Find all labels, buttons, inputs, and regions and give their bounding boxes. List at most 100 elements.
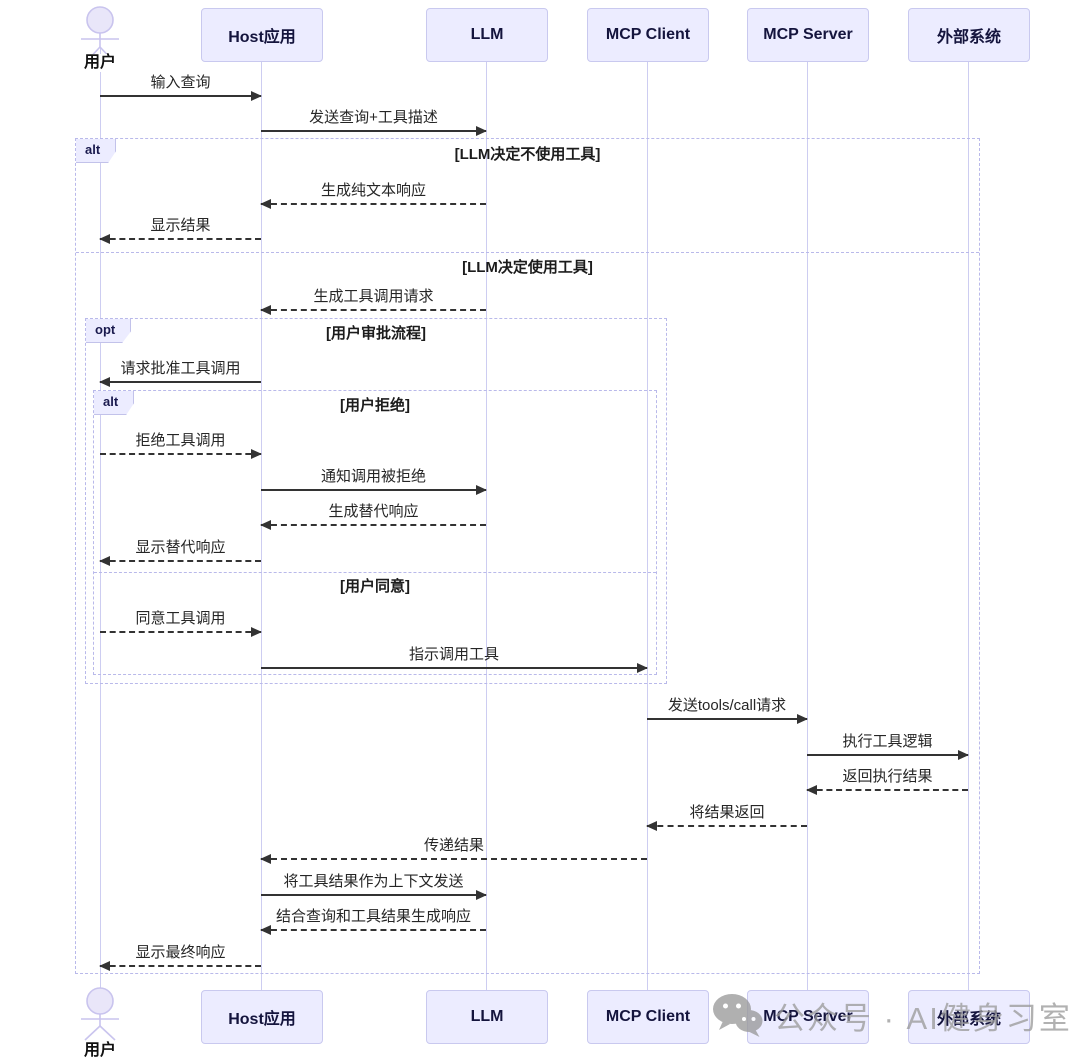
arrowhead-left-icon [260, 854, 271, 864]
message-line [261, 894, 486, 896]
message-label: 生成工具调用请求 [313, 288, 434, 305]
lifeline-external [968, 60, 969, 990]
actor-user-icon [81, 987, 119, 1041]
lifeline-mcp-server [807, 60, 808, 990]
message-plain-text-response: 生成纯文本响应 [260, 181, 486, 209]
message-reject-tool-call: 拒绝工具调用 [100, 431, 262, 459]
participant-mcp-client-bottom: MCP Client [587, 990, 709, 1044]
message-line [261, 858, 647, 860]
message-generate-final-response: 结合查询和工具结果生成响应 [260, 907, 486, 935]
message-line [100, 965, 261, 967]
message-instruct-tool-call: 指示调用工具 [261, 645, 648, 673]
participant-llm-top: LLM [426, 8, 548, 62]
message-label: 同意工具调用 [135, 610, 226, 627]
message-send-tools-call-request: 发送tools/call请求 [647, 696, 808, 724]
message-line [807, 754, 968, 756]
participant-mcp-server-top: MCP Server [747, 8, 869, 62]
message-label: 输入查询 [150, 74, 211, 91]
message-line [261, 667, 647, 669]
message-label: 生成替代响应 [328, 503, 419, 520]
watermark-text: 公众号 · AI健身习室 [774, 1000, 1072, 1036]
message-label: 发送tools/call请求 [667, 697, 787, 714]
frame-opt-condition: [用户审批流程] [326, 325, 426, 342]
arrowhead-right-icon [476, 126, 487, 136]
message-show-final-response: 显示最终响应 [99, 943, 261, 971]
message-line [100, 95, 261, 97]
frame-outer-alt-divider [76, 252, 979, 253]
frame-inner-alt: alt [用户拒绝] [用户同意] [93, 390, 657, 675]
message-return-result: 将结果返回 [646, 803, 807, 831]
arrowhead-left-icon [260, 199, 271, 209]
arrowhead-left-icon [260, 520, 271, 530]
arrowhead-left-icon [99, 377, 110, 387]
lifeline-mcp-client [647, 60, 648, 990]
message-label: 拒绝工具调用 [135, 432, 226, 449]
frame-inner-alt-keyword: alt [94, 391, 135, 415]
actor-user-label-top: 用户 [58, 54, 142, 72]
message-line [100, 560, 261, 562]
participant-external-top: 外部系统 [908, 8, 1030, 62]
frame-outer-alt-condition-1: [LLM决定不使用工具] [454, 146, 601, 163]
arrowhead-right-icon [251, 91, 262, 101]
message-generate-alternative-response: 生成替代响应 [260, 502, 486, 530]
actor-user-label-bottom: 用户 [58, 1042, 142, 1060]
message-request-approval: 请求批准工具调用 [99, 359, 261, 387]
message-line [261, 203, 486, 205]
message-return-execution-result: 返回执行结果 [806, 767, 968, 795]
frame-outer-alt-condition-2: [LLM决定使用工具] [462, 259, 593, 276]
arrowhead-left-icon [260, 305, 271, 315]
arrowhead-left-icon [260, 925, 271, 935]
arrowhead-right-icon [958, 750, 969, 760]
message-line [261, 309, 486, 311]
message-send-query-tools: 发送查询+工具描述 [261, 108, 487, 136]
participant-llm-bottom: LLM [426, 990, 548, 1044]
message-line [261, 929, 486, 931]
message-execute-tool-logic: 执行工具逻辑 [807, 732, 969, 760]
arrowhead-right-icon [476, 485, 487, 495]
participant-mcp-client-top: MCP Client [587, 8, 709, 62]
frame-opt: opt [用户审批流程] [85, 318, 667, 684]
arrowhead-right-icon [251, 449, 262, 459]
message-label: 显示替代响应 [135, 539, 226, 556]
message-line [100, 453, 261, 455]
frame-outer-alt: alt [LLM决定不使用工具] [LLM决定使用工具] [75, 138, 980, 974]
frame-outer-alt-keyword: alt [76, 139, 117, 163]
message-pass-result: 传递结果 [260, 836, 647, 864]
arrowhead-left-icon [99, 961, 110, 971]
message-generate-tool-call-request: 生成工具调用请求 [260, 287, 486, 315]
message-show-result: 显示结果 [99, 216, 261, 244]
message-send-result-as-context: 将工具结果作为上下文发送 [261, 872, 487, 900]
message-approve-tool-call: 同意工具调用 [100, 609, 262, 637]
message-line [100, 238, 261, 240]
arrowhead-left-icon [99, 556, 110, 566]
arrowhead-right-icon [797, 714, 808, 724]
message-label: 将工具结果作为上下文发送 [283, 873, 464, 890]
frame-inner-alt-divider [94, 572, 656, 573]
message-label: 显示最终响应 [135, 944, 226, 961]
participant-external-bottom: 外部系统 [908, 990, 1030, 1044]
message-line [647, 825, 807, 827]
message-label: 结合查询和工具结果生成响应 [275, 908, 471, 925]
message-line [647, 718, 807, 720]
frame-inner-alt-condition-2: [用户同意] [340, 578, 410, 595]
message-input-query: 输入查询 [100, 73, 262, 101]
arrowhead-left-icon [99, 234, 110, 244]
message-line [100, 381, 261, 383]
arrowhead-left-icon [646, 821, 657, 831]
message-line [261, 130, 486, 132]
message-line [261, 489, 486, 491]
participant-host-bottom: Host应用 [201, 990, 323, 1044]
message-label: 传递结果 [423, 837, 484, 854]
message-notify-rejected: 通知调用被拒绝 [261, 467, 487, 495]
message-label: 通知调用被拒绝 [320, 468, 426, 485]
message-label: 返回执行结果 [842, 768, 933, 785]
participant-mcp-server-bottom: MCP Server [747, 990, 869, 1044]
message-label: 执行工具逻辑 [842, 733, 933, 750]
message-line [807, 789, 968, 791]
wechat-icon [713, 994, 763, 1037]
participant-host-top: Host应用 [201, 8, 323, 62]
arrowhead-right-icon [251, 627, 262, 637]
message-label: 生成纯文本响应 [320, 182, 426, 199]
message-label: 将结果返回 [689, 804, 765, 821]
